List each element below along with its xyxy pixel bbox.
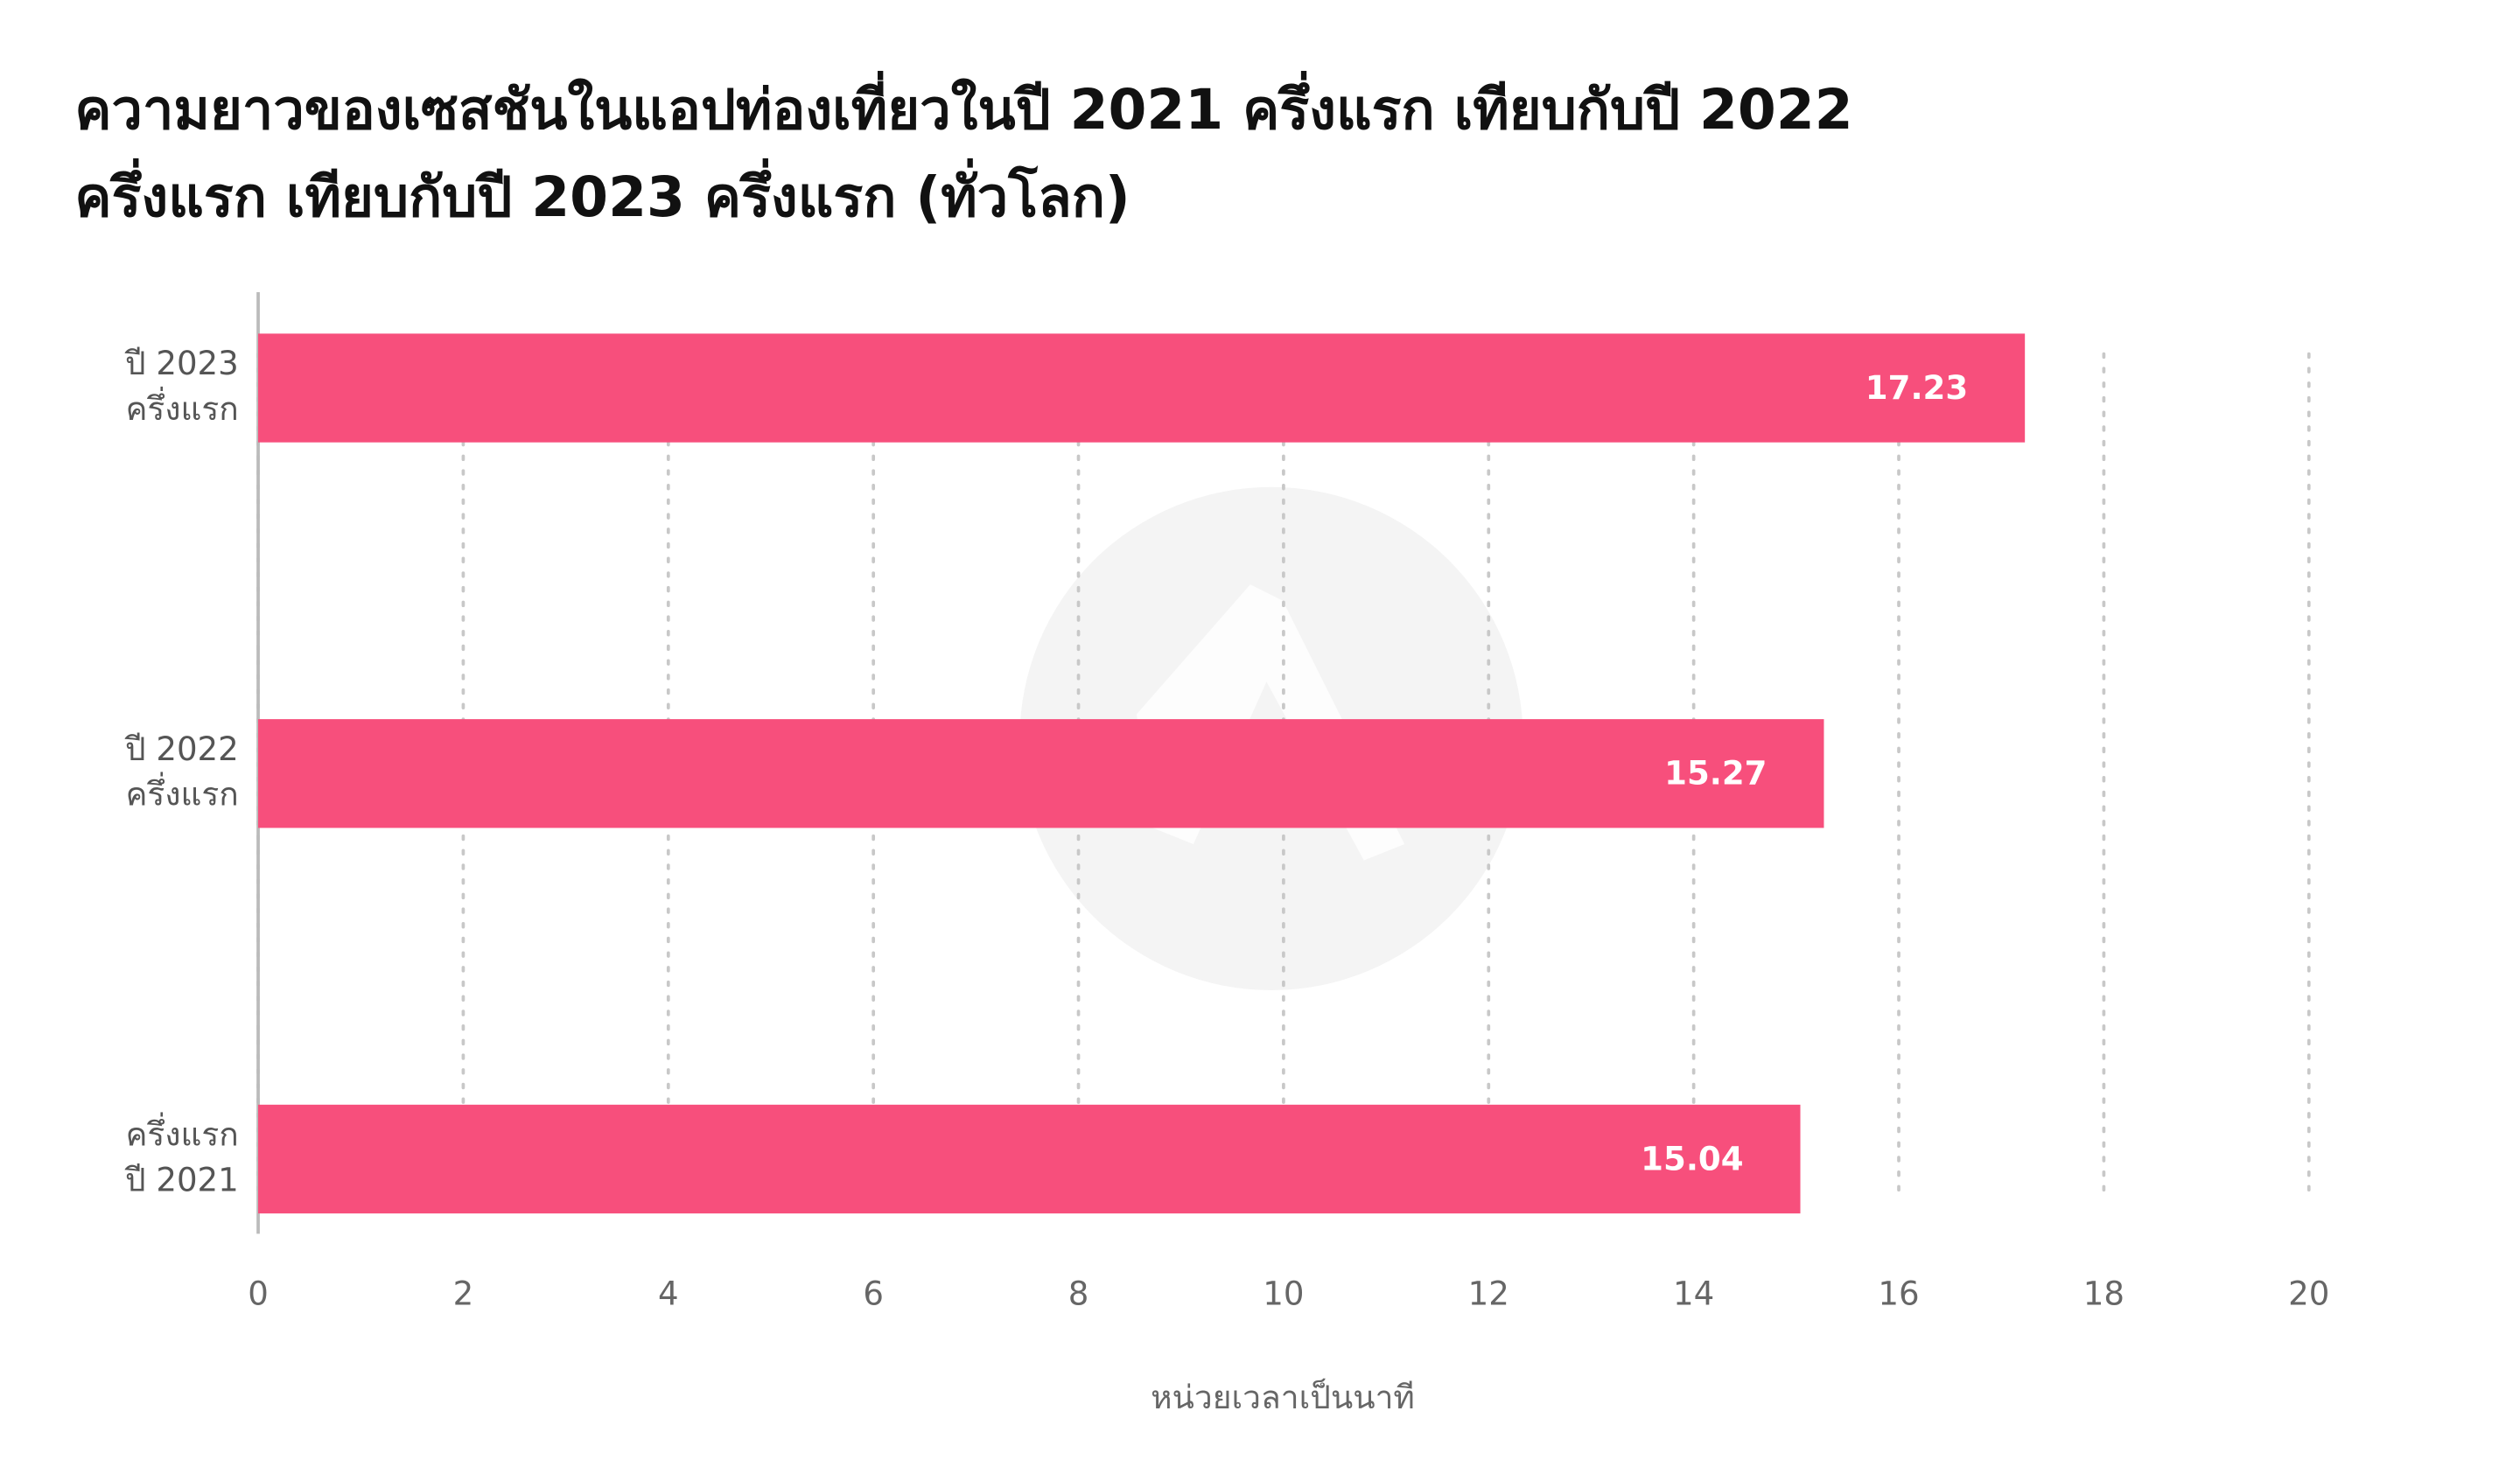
y-tick-label: ปี 2023	[124, 345, 239, 382]
bar	[258, 1104, 1801, 1214]
x-tick-label: 8	[1068, 1275, 1089, 1312]
chart-title: ความยาวของเซสชันในแอปท่องเที่ยวในปี 2021…	[74, 71, 1852, 142]
bar	[258, 719, 1824, 828]
value-label: 15.27	[1664, 755, 1767, 793]
x-tick-label: 12	[1468, 1275, 1509, 1312]
bar	[258, 333, 2026, 443]
value-label: 17.23	[1866, 369, 1968, 407]
y-tick-label: ครึ่งแรก	[126, 772, 239, 814]
x-tick-label: 10	[1263, 1275, 1304, 1312]
x-tick-label: 0	[248, 1275, 269, 1312]
y-tick-label: ปี 2022	[124, 730, 239, 768]
x-tick-label: 14	[1673, 1275, 1714, 1312]
y-tick-label: ครึ่งแรก	[126, 386, 239, 428]
y-tick-label: ครึ่งแรก	[126, 1112, 239, 1154]
x-tick-label: 6	[863, 1275, 884, 1312]
x-tick-label: 18	[2083, 1275, 2124, 1312]
y-tick-label: ปี 2021	[124, 1161, 239, 1198]
value-label: 15.04	[1641, 1140, 1743, 1177]
x-tick-label: 16	[1878, 1275, 1919, 1312]
chart-title: ครึ่งแรก เทียบกับปี 2023 ครึ่งแรก (ทั่วโ…	[74, 158, 1130, 229]
x-axis-label: หน่วยเวลาเป็นนาที	[1151, 1377, 1415, 1416]
x-tick-label: 20	[2288, 1275, 2329, 1312]
x-tick-label: 4	[658, 1275, 679, 1312]
x-tick-label: 2	[453, 1275, 474, 1312]
